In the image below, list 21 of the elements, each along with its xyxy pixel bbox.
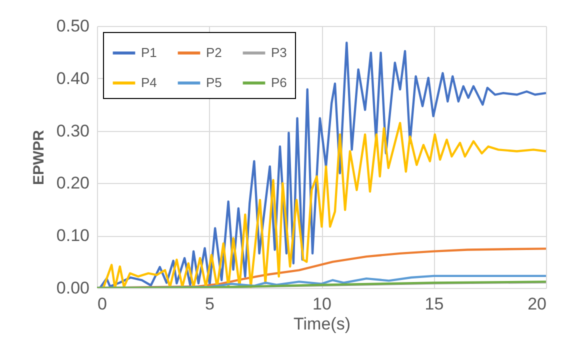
x-tick-label: 20 bbox=[528, 294, 546, 314]
legend-label: P2 bbox=[206, 45, 222, 60]
y-tick-label: 0.00 bbox=[56, 278, 90, 298]
y-tick-label: 0.20 bbox=[56, 174, 90, 193]
x-tick-label: 0 bbox=[98, 294, 107, 314]
x-tick-label: 5 bbox=[205, 294, 214, 314]
legend-label: P4 bbox=[141, 75, 157, 90]
legend-label: P5 bbox=[206, 75, 222, 90]
line-series bbox=[98, 42, 546, 288]
legend-label: P1 bbox=[141, 45, 157, 60]
x-axis-title: Time(s) bbox=[294, 314, 350, 334]
y-axis-title: EPWPR bbox=[30, 130, 48, 186]
y-tick-label: 0.30 bbox=[56, 121, 90, 140]
y-tick-label: 0.50 bbox=[56, 16, 90, 36]
legend-label: P3 bbox=[271, 45, 287, 60]
y-tick-label: 0.40 bbox=[56, 68, 90, 88]
line-series bbox=[102, 122, 546, 288]
y-tick-label: 0.10 bbox=[56, 226, 90, 246]
x-tick-label: 10 bbox=[312, 294, 332, 314]
legend-label: P6 bbox=[271, 75, 287, 90]
x-tick-label: 15 bbox=[424, 294, 444, 314]
